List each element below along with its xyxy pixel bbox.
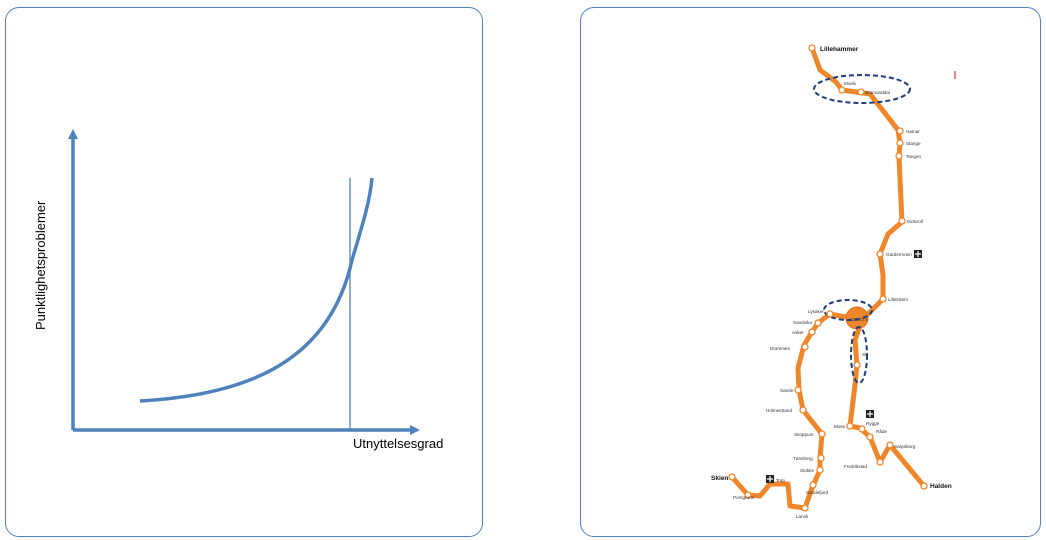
station-label-rade: Råde: [876, 428, 887, 434]
station-label-sandefjord: Sandefjord: [806, 490, 829, 495]
station-label-lillestrom: Lillestrøm: [888, 297, 908, 302]
airport-icon-torp: [766, 475, 774, 483]
station-label-rygge: Rygge: [866, 421, 880, 426]
station-label-stokke: Stokke: [800, 468, 814, 473]
station-label-sande: Sande: [780, 388, 794, 393]
rail-line-west: [729, 311, 865, 511]
station-label-moelv: Moelv: [844, 81, 857, 86]
station-label-lillehammer: Lillehammer: [820, 46, 859, 53]
bottleneck-highlight-oslo-ski: [850, 326, 868, 384]
station-label-drammen: Drammen: [770, 346, 791, 351]
airport-icon-gardermoen: [914, 250, 922, 258]
station-label-halden: Halden: [930, 483, 952, 490]
station-label-ski: Ski: [862, 352, 868, 357]
station-label-torp: Torp: [776, 478, 785, 483]
station-label-skoppum: Skoppum: [794, 432, 814, 437]
station-label-gardermoen: Gardermoen: [886, 252, 912, 257]
station-label-stange: Stange: [906, 141, 921, 146]
station-label-brumunddal: Brumunddal: [865, 90, 890, 95]
rail-line-east: [847, 317, 927, 489]
station-label-sarpsborg: Sarpsborg: [894, 444, 916, 449]
station-label-porsgrunn: Porsgrunn: [733, 495, 755, 500]
station-label-fredrikstad: Fredrikstad: [844, 464, 867, 469]
station-label-skien: Skien: [711, 475, 728, 482]
station-label-asker: Asker: [792, 330, 804, 335]
map-panel: [580, 7, 1041, 537]
rail-line-north: [809, 45, 905, 323]
station-label-eidsvoll: Eidsvoll: [907, 219, 923, 224]
station-label-lysaker: Lysaker: [808, 309, 824, 314]
station-label-larvik: Larvik: [796, 514, 809, 519]
punctuality-curve: [139, 177, 374, 403]
station-label-hamar: Hamar: [906, 129, 920, 134]
station-label-holmestrand: Holmestrand: [766, 408, 792, 413]
station-label-tangen: Tangen: [906, 154, 922, 159]
curve-panel: [5, 7, 483, 537]
station-dots: [728, 44, 928, 512]
bottleneck-highlight-north: [813, 74, 911, 104]
station-label-sandvika: Sandvika: [793, 320, 812, 325]
x-axis-label: Utnyttelsesgrad: [353, 436, 444, 451]
station-label-tonsberg: Tønsberg: [793, 456, 813, 461]
bottleneck-highlight-oslo-west: [823, 299, 873, 321]
airport-icon-rygge: [866, 410, 874, 418]
station-label-moss: Moss: [834, 424, 846, 429]
